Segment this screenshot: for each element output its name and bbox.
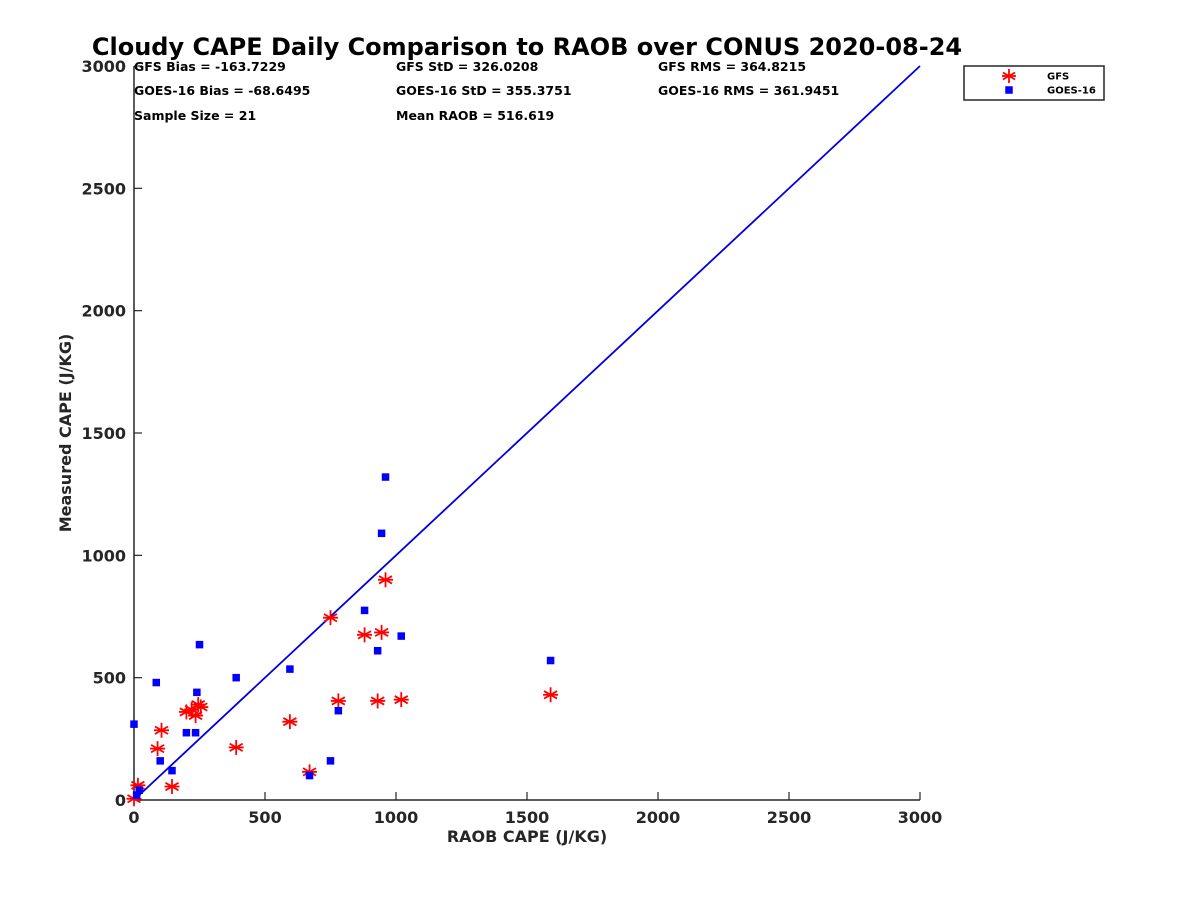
gfs-point <box>323 610 338 626</box>
goes-16-point <box>360 606 369 615</box>
x-tick-label: 500 <box>248 808 281 827</box>
y-tick-label: 1000 <box>81 546 126 565</box>
x-tick-label: 2000 <box>636 808 681 827</box>
gfs-point <box>164 779 180 795</box>
legend-marker-gfs <box>1002 69 1016 83</box>
gfs-point <box>188 708 204 724</box>
gfs-point <box>357 627 373 643</box>
goes-16-point <box>326 757 335 765</box>
x-tick-label: 0 <box>128 808 139 827</box>
stat-text: GOES-16 StD = 355.3751 <box>396 83 572 98</box>
x-tick-label: 3000 <box>898 808 943 827</box>
goes-16-point <box>182 728 191 737</box>
data-points <box>126 473 559 807</box>
stat-text: GFS Bias = -163.7229 <box>134 59 286 74</box>
goes-16-point <box>232 673 240 682</box>
reference-line <box>133 65 921 801</box>
goes-16-point <box>397 632 405 640</box>
chart-title: Cloudy CAPE Daily Comparison to RAOB ove… <box>92 33 962 61</box>
y-tick-label: 1500 <box>81 424 126 443</box>
x-tick-label: 1000 <box>374 808 419 827</box>
goes-16-point <box>373 647 382 655</box>
legend-label-goes-16: GOES-16 <box>1047 86 1096 97</box>
legend-label-gfs: GFS <box>1047 72 1069 83</box>
goes-16-point <box>305 771 314 780</box>
legend-box <box>963 65 1105 101</box>
legend: GFS GOES-16 <box>963 65 1105 101</box>
x-axis-label: RAOB CAPE (J/KG) <box>447 827 607 846</box>
gfs-point <box>282 714 298 730</box>
goes-16-point <box>195 640 204 649</box>
stat-text: Mean RAOB = 516.619 <box>396 108 554 123</box>
gfs-point <box>228 739 244 755</box>
y-tick-label: 2500 <box>81 179 126 198</box>
goes-16-point <box>135 786 143 794</box>
y-tick-label: 0 <box>115 791 126 810</box>
goes-16-point <box>381 473 390 481</box>
gfs-point <box>543 687 559 703</box>
goes-16-point <box>168 766 176 775</box>
y-tick-label: 2000 <box>81 302 126 321</box>
goes-16-point <box>286 665 294 673</box>
goes-16-point <box>152 678 161 687</box>
one-to-one-line <box>133 65 921 801</box>
stat-text: GFS RMS = 364.8215 <box>658 59 806 74</box>
goes-16-point <box>334 706 343 715</box>
goes-16-point <box>132 791 141 799</box>
statistics-text: GFS Bias = -163.7229 GFS StD = 326.0208 GF… <box>134 59 839 123</box>
gfs-point <box>193 699 209 715</box>
goes-16-point <box>377 529 386 538</box>
y-tick-label: 500 <box>93 669 126 688</box>
x-tick-label: 1500 <box>505 808 550 827</box>
goes-16-point <box>191 728 200 737</box>
stat-text: GFS StD = 326.0208 <box>396 59 538 74</box>
legend-marker-goes-16 <box>1005 86 1013 94</box>
gfs-point <box>150 741 166 757</box>
goes-16-point <box>546 656 555 665</box>
gfs-point <box>378 572 394 588</box>
stat-text: GOES-16 Bias = -68.6495 <box>134 83 310 98</box>
y-tick-label: 3000 <box>81 57 126 76</box>
gfs-point <box>393 692 409 708</box>
x-tick-label: 2500 <box>767 808 812 827</box>
gfs-point <box>154 722 170 738</box>
axis-ticks: 0 500 1000 1500 2000 2500 3000 0 500 1000 1500 2000… <box>81 57 942 827</box>
y-axis-label: Measured CAPE (J/KG) <box>56 334 75 533</box>
stat-text: GOES-16 RMS = 361.9451 <box>658 83 839 98</box>
goes-16-point <box>156 757 164 765</box>
gfs-point <box>370 693 386 709</box>
gfs-point <box>330 693 346 709</box>
stat-text: Sample Size = 21 <box>134 108 256 123</box>
goes-16-point <box>130 720 138 728</box>
gfs-point <box>374 624 390 640</box>
goes-16-point <box>193 688 201 697</box>
